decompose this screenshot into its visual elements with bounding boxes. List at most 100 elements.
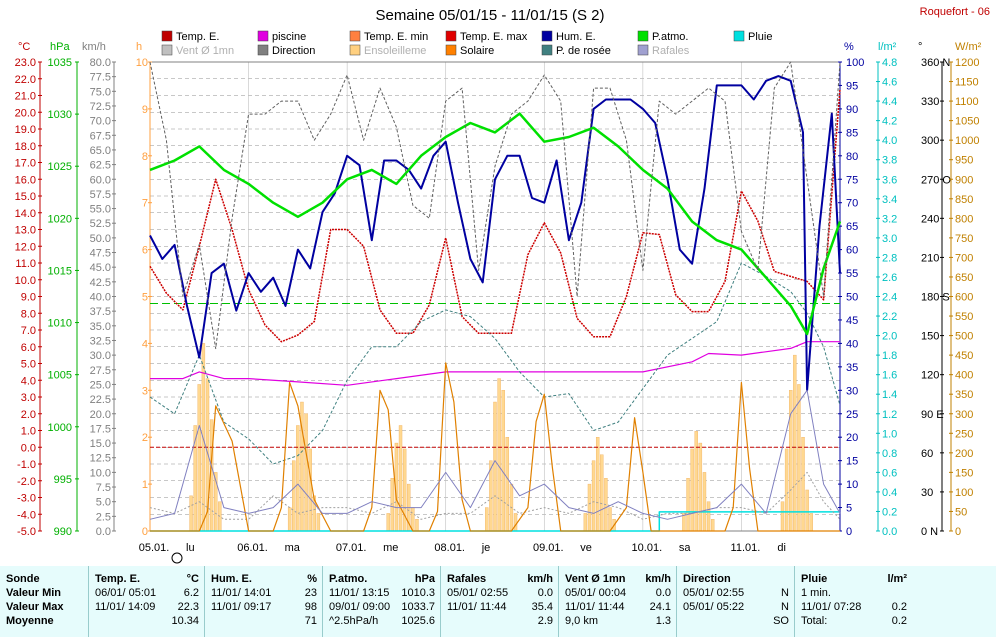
legend-swatch (637, 30, 649, 42)
stats-press-unit: hPa (414, 573, 435, 585)
series (149, 61, 842, 532)
stats-dir-max-val: N (781, 601, 789, 613)
stats-col-vent: Vent Ø 1mn km/h 05/01/ 00:04 0.0 11/01/ 11:4… (558, 566, 677, 637)
stats-row: P.atmo. hPa (329, 572, 435, 586)
x-tick-date: 09.01. (533, 542, 564, 554)
tick-hum: 80 (846, 151, 858, 163)
tick-temp: 17.0 (15, 158, 36, 170)
tick-solar: 450 (955, 350, 973, 362)
tick-wind: 67.5 (90, 130, 111, 142)
stats-pluie-unit: l/m² (887, 573, 907, 585)
legend-label: Ensoleilleme (364, 45, 426, 57)
tick-press: 990 (54, 526, 72, 538)
tick-sun: 1 (142, 479, 148, 491)
series-temp-e- (149, 88, 841, 343)
tick-rain: 2.8 (882, 252, 897, 264)
sun-bar (402, 448, 407, 532)
stats-press-moy-label: ^2.5hPa/h (329, 615, 379, 627)
stats-col-hum: Hum. E.% 11/01/ 14:01 23 11/01/ 09:17 98 71 (204, 566, 323, 637)
tick-temp: 13.0 (15, 225, 36, 237)
tick-wind: 2.5 (96, 511, 111, 523)
legend-swatch (349, 44, 361, 56)
legend-swatch (257, 30, 269, 42)
tick-wind: 50.0 (90, 233, 111, 245)
legend-label: Rafales (652, 45, 690, 57)
tick-wind: 17.5 (90, 423, 111, 435)
tick-solar: 1050 (955, 116, 979, 128)
stats-rafales-unit: km/h (527, 573, 553, 585)
stats-sonde-title: Sonde (6, 573, 40, 585)
tick-temp: 16.0 (15, 174, 36, 186)
x-tick-date: 11.01. (731, 542, 761, 554)
sun-bar (189, 495, 193, 532)
stats-col-press: P.atmo. hPa 11/01/ 13:15 1010.3 09/01/ 09:00… (322, 566, 441, 637)
tick-wind: 42.5 (90, 277, 111, 289)
sun-bar (316, 513, 321, 532)
stats-rafales-min-date: 05/01/ 02:55 (447, 587, 509, 599)
tick-wind: 47.5 (90, 248, 111, 260)
tick-press: 1025 (48, 161, 72, 173)
sun-bar (710, 519, 715, 532)
stats-pluie-moy-val: 0.2 (891, 615, 907, 627)
stats-temp-title: Temp. E. (95, 573, 141, 585)
stats-temp-min-val: 6.2 (183, 587, 199, 599)
tick-temp: 11.0 (15, 258, 36, 270)
tick-temp: 2.0 (21, 409, 36, 421)
tick-wind: 10.0 (90, 467, 111, 479)
tick-solar: 200 (955, 448, 973, 460)
tick-solar: 600 (955, 292, 973, 304)
tick-rain: 4.8 (882, 57, 897, 69)
tick-hum: 45 (846, 315, 858, 327)
series-vent-1mn (149, 471, 841, 520)
sun-bar (493, 401, 497, 532)
tick-temp: 8.0 (21, 308, 36, 320)
series-rafales (149, 389, 841, 520)
tick-hum: 5 (846, 503, 852, 515)
tick-temp: 22.0 (15, 74, 36, 86)
tick-temp: 19.0 (15, 124, 36, 136)
tick-rain: 1.2 (882, 409, 897, 421)
legend-label: Hum. E. (556, 31, 596, 43)
stats-row: 11/01/ 09:17 98 (211, 600, 317, 614)
tick-hum: 55 (846, 268, 858, 280)
x-tick-date: 10.01. (632, 542, 663, 554)
tick-temp: -1.0 (17, 459, 36, 471)
sun-bar (686, 478, 690, 532)
unit-rain: l/m² (878, 41, 897, 53)
tick-dir: 300 (921, 135, 939, 147)
stats-pluie-max-val: 0.2 (891, 601, 907, 613)
tick-wind: 60.0 (90, 174, 111, 186)
tick-temp: 18.0 (15, 141, 36, 153)
sun-bar (591, 460, 596, 532)
sun-bar (698, 442, 703, 532)
tick-rain: 0.8 (882, 448, 897, 460)
unit-hum: % (844, 41, 854, 53)
stats-temp-min-date: 06/01/ 05:01 (95, 587, 157, 599)
stats-temp-max-val: 22.3 (177, 601, 199, 613)
unit-wind: km/h (82, 41, 106, 53)
tick-hum: 25 (846, 409, 858, 421)
legend-swatch (541, 30, 553, 42)
tick-solar: 500 (955, 331, 973, 343)
stats-hum-title: Hum. E. (211, 573, 252, 585)
tick-rain: 2.2 (882, 311, 897, 323)
tick-temp: 4.0 (21, 375, 36, 387)
tick-solar: 100 (955, 487, 973, 499)
tick-hum: 70 (846, 198, 858, 210)
sun-bar (797, 384, 801, 532)
sun-bar (505, 437, 510, 532)
tick-wind: 72.5 (90, 101, 111, 113)
tick-wind: 52.5 (90, 218, 111, 230)
tick-wind: 35.0 (90, 321, 111, 333)
stats-row: Direction (683, 572, 789, 586)
stats-temp-unit: °C (186, 573, 199, 585)
tick-rain: 1.4 (882, 389, 897, 401)
tick-solar: 950 (955, 155, 973, 167)
tick-hum: 40 (846, 338, 858, 350)
tick-temp: 3.0 (21, 392, 36, 404)
tick-hum: 20 (846, 432, 858, 444)
tick-rain: 2.4 (882, 292, 897, 304)
sun-bar (501, 390, 505, 532)
stats-row: 71 (211, 614, 317, 628)
stats-col-dir: Direction 05/01/ 02:55 N 05/01/ 05:22 N SO (676, 566, 795, 637)
